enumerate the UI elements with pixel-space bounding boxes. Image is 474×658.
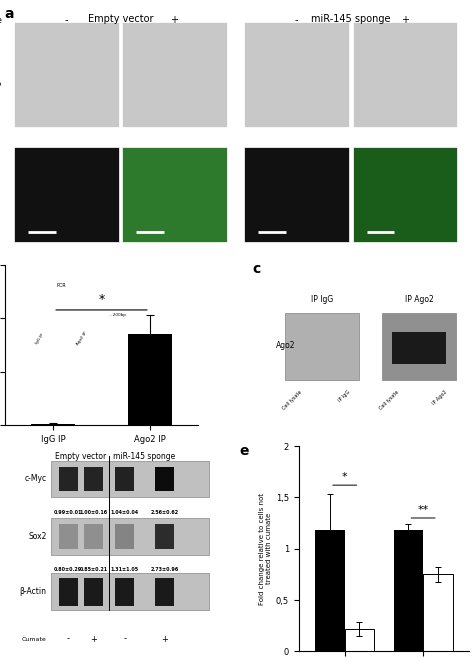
Text: 0.85±0.21: 0.85±0.21: [79, 567, 108, 572]
Text: -: -: [123, 634, 126, 644]
Bar: [84, 467, 103, 492]
Bar: [382, 313, 456, 380]
Bar: [115, 578, 134, 606]
Bar: [122, 147, 227, 242]
Bar: [84, 578, 103, 606]
Text: Cell lysate: Cell lysate: [282, 390, 303, 411]
Text: +: +: [401, 15, 409, 26]
Bar: [122, 22, 227, 127]
Text: *: *: [342, 472, 347, 482]
Text: *: *: [99, 293, 105, 306]
Bar: [353, 22, 457, 127]
Bar: [14, 22, 118, 127]
Bar: [128, 334, 172, 425]
Text: 1.00±0.16: 1.00±0.16: [79, 510, 108, 515]
Bar: [59, 467, 78, 492]
Text: IP Ago2: IP Ago2: [405, 295, 433, 303]
Text: +: +: [171, 15, 179, 26]
Text: IP IgG: IP IgG: [311, 295, 333, 303]
Text: 0.99±0.01: 0.99±0.01: [54, 510, 82, 515]
Bar: [14, 147, 118, 242]
Text: +: +: [90, 634, 97, 644]
Text: -: -: [64, 15, 68, 26]
Bar: [353, 147, 457, 242]
Bar: [51, 518, 209, 555]
Text: 2.56±0.62: 2.56±0.62: [150, 510, 178, 515]
Bar: [423, 574, 453, 651]
Bar: [345, 629, 374, 651]
Y-axis label: Fold change relative to cells not
treated with cumate: Fold change relative to cells not treate…: [259, 493, 272, 605]
Text: 1.31±1.05: 1.31±1.05: [110, 567, 139, 572]
Text: Cumate: Cumate: [0, 16, 2, 25]
Bar: [155, 578, 173, 606]
Text: c-Myc: c-Myc: [24, 474, 46, 484]
Bar: [155, 467, 173, 492]
Text: e: e: [239, 444, 248, 458]
Text: Cell lysate: Cell lysate: [378, 390, 400, 411]
Text: +: +: [161, 634, 168, 644]
Bar: [155, 524, 173, 549]
Text: 1.04±0.04: 1.04±0.04: [110, 510, 139, 515]
Bar: [84, 524, 103, 549]
Bar: [59, 578, 78, 606]
Bar: [393, 530, 423, 651]
Text: a: a: [5, 7, 14, 20]
Bar: [315, 530, 345, 651]
Text: Empty vector: Empty vector: [88, 14, 153, 24]
Bar: [245, 22, 349, 127]
Text: -: -: [67, 634, 70, 644]
Text: **: **: [418, 505, 429, 515]
Bar: [245, 147, 349, 242]
Bar: [51, 461, 209, 497]
Text: IP Ago2: IP Ago2: [431, 390, 448, 407]
Text: Empty vector: Empty vector: [55, 452, 107, 461]
Text: miR-145 sponge: miR-145 sponge: [311, 14, 391, 24]
Text: GFP: GFP: [0, 188, 2, 202]
Text: c: c: [253, 262, 261, 276]
Text: Bright field: Bright field: [0, 53, 2, 95]
Text: β-Actin: β-Actin: [19, 588, 46, 596]
Bar: [51, 573, 209, 611]
Text: 2.73±0.96: 2.73±0.96: [150, 567, 178, 572]
Text: Sox2: Sox2: [28, 532, 46, 541]
Bar: [115, 524, 134, 549]
Text: Cumate: Cumate: [22, 636, 46, 642]
Text: -: -: [295, 15, 299, 26]
Bar: [392, 332, 446, 365]
Text: IP IgG: IP IgG: [337, 390, 351, 403]
Text: Ago2: Ago2: [276, 341, 295, 349]
Bar: [31, 424, 75, 425]
Bar: [285, 313, 359, 380]
Text: miR-145 sponge: miR-145 sponge: [113, 452, 175, 461]
Text: 0.80±0.29: 0.80±0.29: [54, 567, 82, 572]
Bar: [59, 524, 78, 549]
Bar: [115, 467, 134, 492]
